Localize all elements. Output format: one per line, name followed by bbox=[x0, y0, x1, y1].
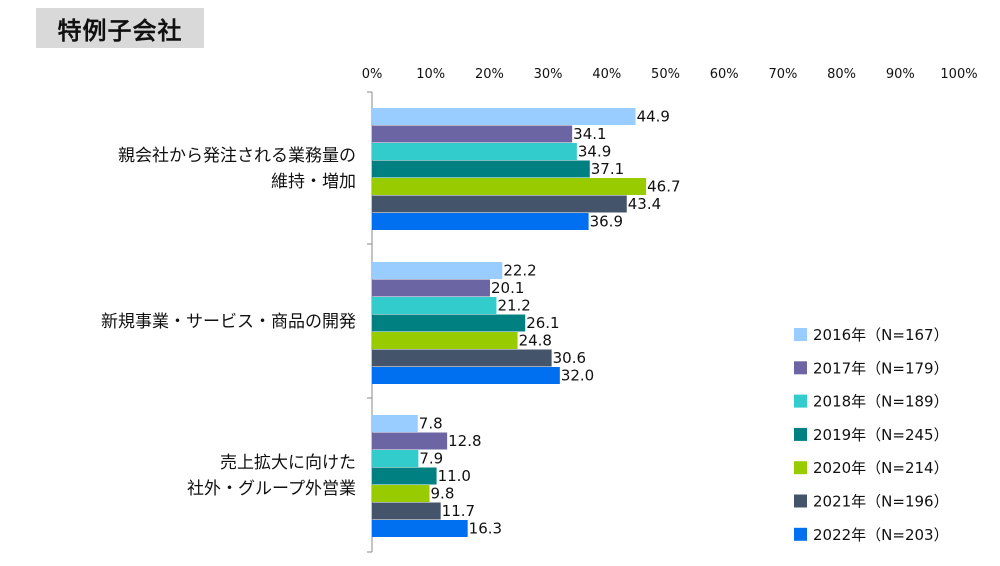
data-label: 32.0 bbox=[561, 367, 594, 385]
bar bbox=[372, 332, 518, 349]
category-label: 親会社から発注される業務量の bbox=[118, 146, 356, 166]
data-label: 44.9 bbox=[637, 108, 670, 126]
x-tick-label: 0% bbox=[362, 67, 383, 82]
page-title: 特例子会社 bbox=[57, 16, 183, 45]
legend-label: 2020年（N=214） bbox=[813, 459, 949, 477]
x-tick-label: 10% bbox=[416, 67, 445, 82]
data-label: 11.0 bbox=[438, 467, 471, 485]
legend-label: 2022年（N=203） bbox=[813, 526, 949, 544]
legend-swatch bbox=[794, 361, 807, 375]
bar bbox=[372, 432, 448, 450]
bar bbox=[372, 195, 627, 213]
bar bbox=[372, 262, 503, 279]
x-tick-label: 90% bbox=[886, 67, 915, 82]
category-label: 社外・グループ外営業 bbox=[187, 479, 356, 499]
bar bbox=[372, 450, 419, 467]
x-tick-label: 80% bbox=[827, 67, 856, 82]
legend-label: 2019年（N=245） bbox=[813, 426, 949, 444]
category-label: 維持・増加 bbox=[271, 172, 356, 192]
legend-swatch bbox=[794, 394, 807, 408]
legend-label: 2018年（N=189） bbox=[813, 393, 949, 411]
bar bbox=[372, 160, 590, 178]
bar bbox=[372, 108, 636, 125]
data-label: 7.8 bbox=[419, 415, 443, 433]
data-label: 24.8 bbox=[519, 332, 552, 350]
data-label: 34.9 bbox=[578, 143, 611, 161]
data-label: 12.8 bbox=[448, 432, 481, 450]
data-label: 43.4 bbox=[628, 195, 661, 213]
bar bbox=[372, 297, 497, 314]
bar bbox=[372, 349, 552, 367]
x-tick-label: 100% bbox=[940, 67, 977, 82]
x-tick-label: 60% bbox=[710, 67, 739, 82]
data-label: 22.2 bbox=[503, 262, 536, 280]
legend-swatch bbox=[794, 461, 807, 475]
legend-label: 2016年（N=167） bbox=[813, 326, 949, 344]
data-label: 26.1 bbox=[526, 314, 559, 332]
x-tick-label: 40% bbox=[592, 67, 621, 82]
x-tick-label: 20% bbox=[475, 67, 504, 82]
data-label: 36.9 bbox=[590, 213, 623, 231]
data-label: 7.9 bbox=[419, 450, 443, 468]
x-tick-label: 50% bbox=[651, 67, 680, 82]
data-label: 46.7 bbox=[647, 178, 680, 196]
bar bbox=[372, 367, 560, 384]
title-box: 特例子会社 bbox=[36, 8, 204, 48]
category-label: 新規事業・サービス・商品の開発 bbox=[101, 312, 356, 332]
bar bbox=[372, 467, 437, 485]
data-label: 16.3 bbox=[469, 520, 502, 538]
legend-label: 2021年（N=196） bbox=[813, 493, 949, 511]
x-tick-label: 30% bbox=[534, 67, 563, 82]
data-label: 34.1 bbox=[573, 125, 606, 143]
legend-swatch bbox=[794, 427, 807, 441]
bar bbox=[372, 213, 589, 230]
data-label: 21.2 bbox=[497, 297, 530, 315]
bar bbox=[372, 415, 418, 432]
bar bbox=[372, 314, 526, 332]
category-label: 売上拡大に向けた bbox=[220, 453, 356, 473]
legend-label: 2017年（N=179） bbox=[813, 359, 949, 377]
legend-swatch bbox=[794, 527, 807, 541]
data-label: 11.7 bbox=[442, 502, 475, 520]
data-label: 9.8 bbox=[431, 485, 455, 503]
bar bbox=[372, 485, 430, 502]
bar bbox=[372, 125, 573, 143]
bar bbox=[372, 520, 468, 537]
data-label: 30.6 bbox=[553, 349, 586, 367]
data-label: 37.1 bbox=[591, 160, 624, 178]
bar bbox=[372, 143, 577, 160]
x-tick-label: 70% bbox=[768, 67, 797, 82]
bar bbox=[372, 502, 441, 520]
data-label: 20.1 bbox=[491, 279, 524, 297]
bar bbox=[372, 279, 490, 297]
legend-swatch bbox=[794, 328, 807, 341]
legend-swatch bbox=[794, 494, 807, 508]
bar bbox=[372, 178, 647, 195]
